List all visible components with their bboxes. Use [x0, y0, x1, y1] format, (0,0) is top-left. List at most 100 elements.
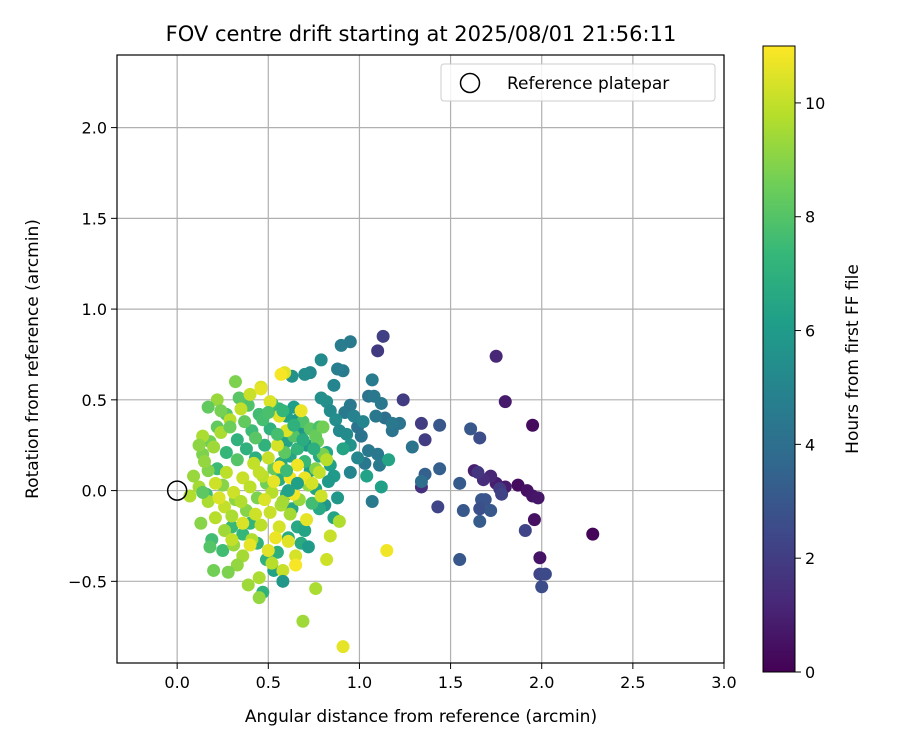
scatter-point [464, 422, 478, 436]
scatter-point [336, 442, 350, 456]
reference-platepar-marker [166, 480, 188, 501]
scatter-point [227, 485, 241, 499]
scatter-point [453, 476, 467, 490]
scatter-point [329, 413, 343, 427]
scatter-point [360, 469, 374, 483]
scatter-point [201, 400, 215, 414]
scatter-point [216, 543, 230, 557]
scatter-point [281, 484, 295, 498]
scatter-point [290, 476, 304, 490]
scatter-point [307, 442, 321, 456]
scatter-point [270, 427, 284, 441]
scatter-point [356, 415, 370, 429]
scatter-point [236, 471, 250, 485]
scatter-point [258, 493, 272, 507]
scatter-point [320, 453, 334, 467]
scatter-point [239, 442, 253, 456]
scatter-point [309, 429, 323, 443]
y-tick-label: 1.0 [82, 300, 107, 319]
scatter-point [331, 362, 345, 376]
scatter-point [196, 485, 210, 499]
scatter-point [367, 389, 381, 403]
scatter-point [294, 404, 308, 418]
scatter-point [263, 395, 277, 409]
scatter-point [261, 406, 275, 420]
legend-box [440, 63, 716, 102]
legend-label: Reference platepar [507, 74, 669, 94]
scatter-point [230, 433, 244, 447]
y-tick-label: 0.5 [82, 391, 107, 410]
y-tick-label: −0.5 [68, 572, 107, 591]
scatter-point [340, 427, 354, 441]
scatter-point [192, 438, 206, 452]
scatter-point [320, 553, 334, 567]
scatter-point [323, 529, 337, 543]
scatter-point [230, 558, 244, 572]
scatter-point [187, 469, 201, 483]
scatter-point [312, 465, 326, 479]
scatter-point [197, 455, 211, 469]
x-tick-label: 2.0 [529, 673, 554, 692]
scatter-point [287, 418, 301, 432]
scatter-point [263, 505, 277, 519]
colorbar-label: Hours from first FF file [843, 264, 863, 454]
scatter-point [210, 393, 224, 407]
scatter-point [252, 571, 266, 585]
scatter-point [290, 458, 304, 472]
scatter-point [305, 496, 319, 510]
scatter-point [252, 591, 266, 605]
scatter-point [433, 418, 447, 432]
scatter-point [471, 465, 485, 479]
scatter-point [269, 531, 283, 545]
scatter-point [327, 378, 341, 392]
colorbar-gradient [762, 45, 796, 673]
scatter-point [243, 480, 257, 494]
plot-frame [116, 54, 725, 664]
colorbar-tick-label: 2 [805, 549, 815, 568]
x-tick-label: 3.0 [711, 673, 736, 692]
scatter-point [207, 440, 221, 454]
scatter-point [298, 524, 312, 538]
colorbar-tick-label: 6 [805, 322, 815, 341]
scatter-point [533, 551, 547, 565]
x-axis-label: Angular distance from reference (arcmin) [245, 707, 597, 727]
scatter-point [232, 391, 246, 405]
scatter-point [414, 416, 428, 430]
scatter-point [380, 543, 394, 557]
scatter-point [456, 504, 470, 518]
scatter-point [219, 445, 233, 459]
scatter-point [228, 375, 242, 389]
scatter-point [526, 418, 540, 432]
scatter-point [343, 398, 357, 412]
y-axis-ticks: −0.5 0.0 0.5 1.0 1.5 2.0 [68, 119, 117, 591]
scatter-point [230, 453, 244, 467]
scatter-point [309, 582, 323, 596]
colorbar-tick-label: 8 [805, 208, 815, 227]
scatter-point [276, 563, 290, 577]
y-axis-label: Rotation from reference (arcmin) [23, 219, 43, 499]
scatter-point [535, 580, 549, 594]
scatter-point [289, 558, 303, 572]
scatter-point [274, 367, 288, 381]
scatter-point [371, 447, 385, 461]
scatter-point [314, 353, 328, 367]
scatter-point [321, 475, 335, 489]
scatter-point [305, 476, 319, 490]
x-axis-ticks: 0.0 0.5 1.0 1.5 2.0 2.5 3.0 [164, 663, 737, 692]
scatter-point [270, 438, 284, 452]
scatter-point [267, 475, 281, 489]
scatter-point [238, 415, 252, 429]
scatter-point [374, 480, 388, 494]
y-tick-label: 2.0 [82, 119, 107, 138]
scatter-point [261, 543, 275, 557]
scatter-point [207, 563, 221, 577]
scatter-point [236, 516, 250, 530]
scatter-point [418, 433, 432, 447]
scatter-point [405, 440, 419, 454]
scatter-point [219, 465, 233, 479]
scatter-point [431, 500, 445, 514]
scatter-point [300, 513, 314, 527]
y-tick-label: 1.5 [82, 209, 107, 228]
scatter-point [194, 516, 208, 530]
